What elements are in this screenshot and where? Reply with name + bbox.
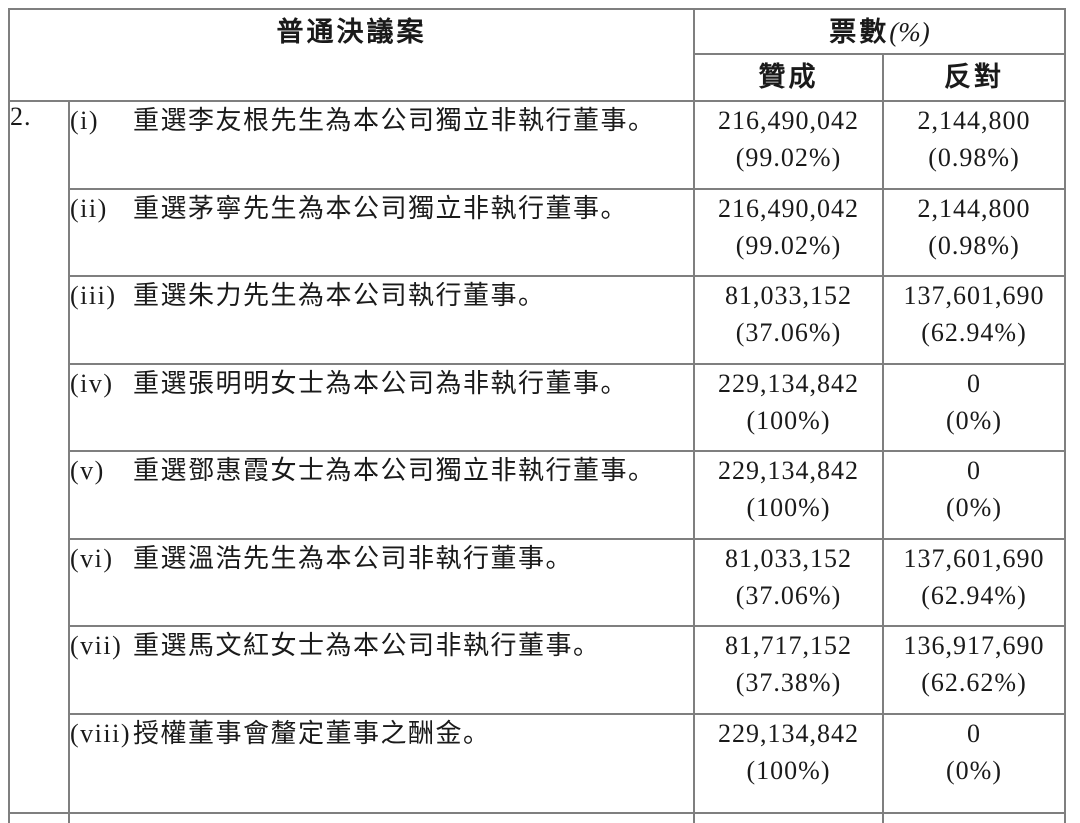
for-votes-cell: 229,134,842 (100%) [693,713,884,814]
for-votes-percent: (37.38%) [735,668,842,697]
against-votes-value: 136,917,690 [903,631,1045,660]
for-votes-percent: (99.02%) [735,143,842,172]
resolution-cell: (viii)授權董事會釐定董事之酬金。 [68,713,695,814]
for-votes-value: 229,134,842 [718,369,859,398]
against-votes-value: 0 [967,719,981,748]
resolution-label: (vii) [70,631,123,660]
against-votes-cell: 137,601,690 (62.94%) [881,538,1067,627]
against-votes-percent: (0%) [946,406,1002,435]
resolution-text: 重選馬文紅女士為本公司非執行董事。 [133,631,601,660]
header-row-2: 贊成 反對 [9,53,1067,102]
against-votes-percent: (62.94%) [921,318,1027,347]
against-votes-percent: (62.62%) [921,668,1027,697]
against-votes-value: 137,601,690 [903,544,1045,573]
table-row: (v) 重選鄧惠霞女士為本公司獨立非執行董事。 229,134,842 (100%… [9,450,1067,540]
table-row: (vii) 重選馬文紅女士為本公司非執行董事。 81,717,152 (37.38… [9,625,1067,715]
resolution-cell: (ii) 重選茅寧先生為本公司獨立非執行董事。 [68,188,695,277]
table-row: (ii) 重選茅寧先生為本公司獨立非執行董事。 216,490,042 (99.0… [9,188,1067,277]
resolution-label: (i) [70,106,100,135]
table-row: (iii) 重選朱力先生為本公司執行董事。 81,033,152 (37.06%)… [9,275,1067,365]
for-votes-cell: 81,033,152 (37.06%) [693,538,884,627]
against-votes-cell: 2,144,800 (0.98%) [881,100,1067,190]
resolution-cell: (i) 重選李友根先生為本公司獨立非執行董事。 [68,100,695,190]
header-row-1: 普通決議案 票數(%) [8,8,1067,102]
for-votes-percent: (100%) [746,493,831,522]
for-votes-value: 216,490,042 [718,106,859,135]
resolution-cell: (iii) 重選朱力先生為本公司執行董事。 [68,275,695,365]
for-votes-cell: 81,033,152 (37.06%) [693,275,884,365]
voting-results-table: 普通決議案 票數(%) 贊成 反對 2. (i) 重選李友根先生為本公司獨立非執行… [8,8,1067,823]
for-votes-cell: 81,717,152 (37.38%) [693,625,884,715]
for-column-header: 贊成 [693,53,884,102]
against-votes-value: 0 [967,456,981,485]
for-votes-percent: (37.06%) [735,318,842,347]
table-row: 2. (i) 重選李友根先生為本公司獨立非執行董事。 216,490,042 (9… [8,100,1067,814]
against-votes-percent: (0.98%) [928,143,1020,172]
resolution-label: (v) [70,456,105,485]
for-votes-cell: 229,134,842 (100%) [693,363,884,452]
against-votes-value: 137,601,690 [903,281,1045,310]
for-votes-percent: (99.02%) [735,231,842,260]
resolution-text: 重選張明明女士為本公司為非執行董事。 [133,369,629,398]
resolution-column-header: 普通決議案 [8,8,695,102]
resolution-text: 重選茅寧先生為本公司獨立非執行董事。 [133,194,629,223]
resolution-label: (iv) [70,369,114,398]
resolution-cell: (v) 重選鄧惠霞女士為本公司獨立非執行董事。 [68,450,695,540]
for-votes-value: 229,134,842 [718,456,859,485]
against-votes-value: 2,144,800 [917,194,1031,223]
against-votes-cell: 137,601,690 (62.94%) [881,275,1067,365]
resolution-text: 重選溫浩先生為本公司非執行董事。 [133,544,574,573]
for-votes-value: 229,134,842 [718,719,859,748]
against-votes-cell: 0 (0%) [881,450,1067,540]
votes-header-label: 票數 [829,17,890,47]
resolution-text: 重選李友根先生為本公司獨立非執行董事。 [133,106,656,135]
against-votes-cell: 136,917,690 (62.62%) [881,625,1067,715]
resolution-text: 重選朱力先生為本公司執行董事。 [133,281,546,310]
empty-cell [8,812,70,823]
for-votes-cell: 229,134,842 (100%) [693,450,884,540]
empty-cell [68,812,695,823]
for-votes-cell: 216,490,042 (99.02%) [693,188,884,277]
resolution-label: (viii) [70,719,131,748]
resolution-cell: (vi) 重選溫浩先生為本公司非執行董事。 [68,538,695,627]
against-votes-cell: 0 (0%) [881,713,1067,814]
resolution-text: 授權董事會釐定董事之酬金。 [133,719,491,748]
votes-column-header: 票數(%) [692,8,1067,55]
against-votes-percent: (0%) [946,756,1002,785]
against-votes-percent: (0%) [946,493,1002,522]
resolution-label: (ii) [70,194,108,223]
empty-cell [881,812,1067,823]
against-votes-value: 2,144,800 [917,106,1031,135]
against-votes-cell: 0 (0%) [881,363,1067,452]
table-row: (viii)授權董事會釐定董事之酬金。 229,134,842 (100%) 0… [9,713,1067,814]
table-row: (vi) 重選溫浩先生為本公司非執行董事。 81,033,152 (37.06%)… [9,538,1067,627]
section-number-cell: 2. [8,100,70,814]
against-votes-value: 0 [967,369,981,398]
votes-header-percent-label: (%) [889,17,930,47]
table-row: (iv) 重選張明明女士為本公司為非執行董事。 229,134,842 (100%… [9,363,1067,452]
resolution-label: (iii) [70,281,117,310]
against-votes-cell: 2,144,800 (0.98%) [881,188,1067,277]
against-column-header: 反對 [881,53,1067,102]
for-votes-value: 81,033,152 [725,281,852,310]
resolution-cell: (iv) 重選張明明女士為本公司為非執行董事。 [68,363,695,452]
resolution-cell: (vii) 重選馬文紅女士為本公司非執行董事。 [68,625,695,715]
for-votes-value: 81,717,152 [725,631,852,660]
empty-cell [693,812,884,823]
resolution-text: 重選鄧惠霞女士為本公司獨立非執行董事。 [133,456,656,485]
for-votes-percent: (100%) [746,756,831,785]
for-votes-cell: 216,490,042 (99.02%) [693,100,884,190]
resolution-label: (vi) [70,544,114,573]
against-votes-percent: (62.94%) [921,581,1027,610]
for-votes-percent: (37.06%) [735,581,842,610]
table-row-partial [8,812,1067,823]
for-votes-percent: (100%) [746,406,831,435]
for-votes-value: 81,033,152 [725,544,852,573]
for-votes-value: 216,490,042 [718,194,859,223]
against-votes-percent: (0.98%) [928,231,1020,260]
